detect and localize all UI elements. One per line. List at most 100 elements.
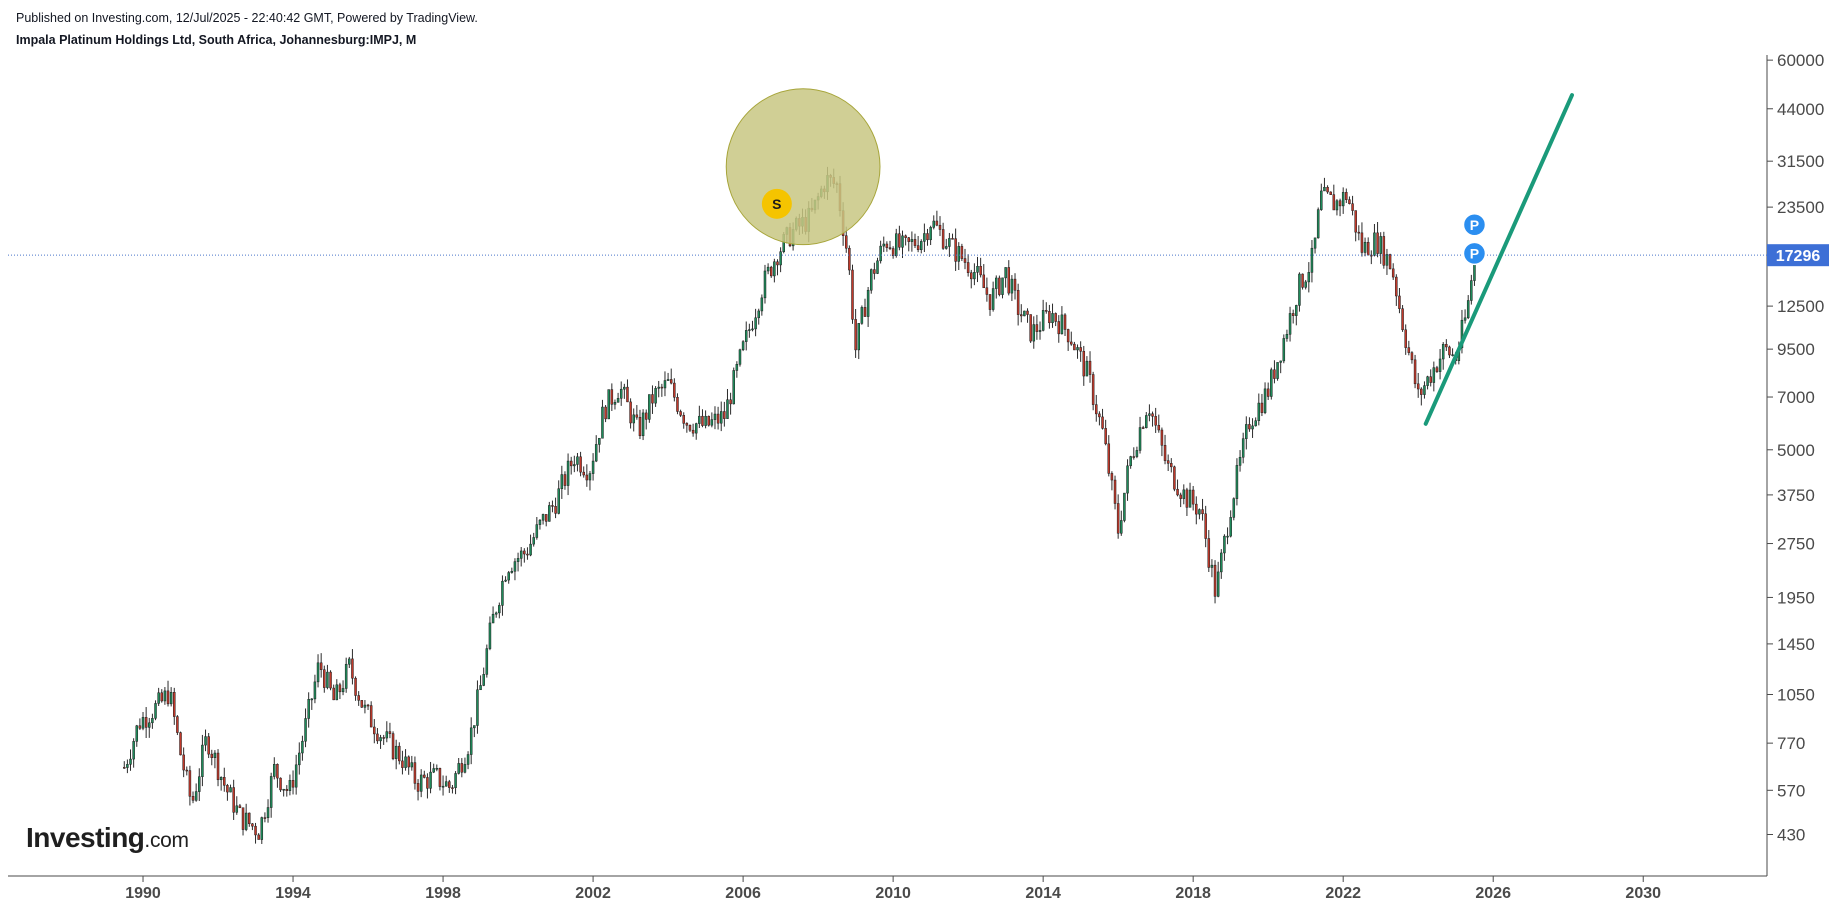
candle-body [932,220,936,228]
candle-body [1029,314,1032,342]
candle-body [410,762,414,768]
candle-body [1298,273,1301,306]
candle-body [1373,232,1376,256]
candle-body [1032,324,1036,342]
y-tick-label: 5000 [1777,441,1815,460]
candle-body [1166,460,1170,464]
candle-body [1435,367,1439,372]
candle-body [179,732,182,756]
p-marker [1462,241,1487,266]
candle-body [241,807,245,830]
candle-body [244,812,248,830]
candle-body [748,329,751,331]
candle-body [504,579,507,582]
candle-body [298,752,301,766]
candle-body [513,561,517,572]
candle-body [226,785,229,793]
y-tick-label: 12500 [1777,297,1824,316]
candle-body [1323,186,1326,192]
x-tick-label: 2006 [725,885,761,902]
candle-body [1241,438,1245,458]
p-marker-label: P [1470,217,1479,233]
candle-body [291,780,295,788]
candle-body [535,524,539,538]
candle-body [698,415,701,424]
candle-body [1060,314,1064,335]
candle-body [1145,415,1148,429]
candle-body [444,781,448,787]
candle-body [379,737,382,742]
candle-body [1463,317,1467,321]
candle-body [391,733,395,759]
candle-body [201,744,204,777]
candle-body [416,783,420,792]
candle-body [1320,190,1323,210]
candle-body [219,777,223,781]
candle-body [579,456,582,473]
candle-body [1226,535,1229,538]
candle-body [948,238,951,247]
y-tick-label: 570 [1777,781,1805,800]
candle-body [169,692,173,705]
candle-body [941,229,945,249]
candle-body [907,237,911,242]
candle-body [732,370,735,405]
candle-body [329,671,332,689]
candle-body [916,245,920,250]
candle-body [973,272,976,280]
candle-body [976,266,979,273]
candle-body [751,328,754,331]
candle-body [960,246,964,259]
candle-body [1157,424,1161,431]
candle-body [1066,329,1070,343]
candle-body [741,341,745,351]
candle-body [498,605,501,614]
chart-axes [8,55,1768,877]
candle-body [694,423,698,434]
y-tick-label: 2750 [1777,535,1815,554]
candle-body [529,543,532,556]
candle-body [598,437,601,445]
candle-body [885,243,889,248]
candle-body [207,736,210,755]
candle-body [1288,313,1292,335]
candle-body [623,386,626,390]
candle-body [307,699,310,719]
candle-body [476,689,479,726]
candle-body [369,705,373,728]
candle-body [857,323,860,351]
x-tick-label: 1998 [425,885,461,902]
candle-body [1063,314,1067,330]
candle-body [591,460,595,474]
x-tick-label: 2018 [1175,885,1211,902]
candle-body [204,736,207,746]
candle-body [1279,360,1282,363]
p-marker-label: P [1470,245,1479,261]
candle-body [182,754,185,771]
candle-body [394,745,398,759]
candle-body [1176,488,1179,496]
candle-body [1182,489,1186,499]
candle-body [229,787,232,793]
candle-body [1432,367,1436,383]
candle-body [1248,424,1251,430]
candle-body [757,310,760,319]
candle-body [154,703,157,719]
sell-marker-label: S [772,196,781,212]
candle-body [601,406,604,439]
candle-body [1466,300,1470,319]
candle-body [1210,564,1214,568]
candle-body [288,780,292,791]
candle-body [1085,360,1089,377]
candle-body [1379,236,1382,254]
candle-body [666,379,670,381]
candle-body [607,389,610,420]
candle-body [582,471,585,476]
candle-body [898,233,901,248]
y-tick-label: 430 [1777,825,1805,844]
candle-body [938,224,942,230]
candle-body [451,787,454,789]
candle-body [1291,313,1295,316]
candle-body [1257,402,1261,421]
